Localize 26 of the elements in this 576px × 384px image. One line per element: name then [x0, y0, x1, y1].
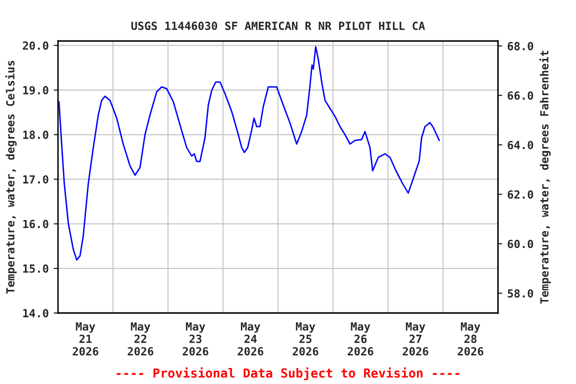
y-tick-label: 15.0: [23, 264, 48, 273]
y-axis-title: Temperature, water, degrees Celsius: [5, 60, 17, 294]
x-tick-label: May 22 2026: [128, 322, 154, 356]
y-tick-label: 16.0: [23, 220, 48, 228]
x-tick-label: May 26 2026: [348, 322, 374, 356]
y2-tick-label: 62.0: [508, 190, 534, 199]
y2-tick-label: 58.0: [508, 289, 534, 298]
text: ---- Provisional Data Subject to Revision ----: [116, 367, 460, 380]
y-tick-label: 20.0: [22, 41, 48, 50]
x-tick-label: May 21 2026: [72, 322, 98, 356]
x-tick-label: May 24 2026: [238, 322, 264, 356]
y-tick-label: 19.0: [23, 86, 48, 94]
y2-tick-label: 66.0: [508, 91, 534, 100]
y-tick-label: 18.0: [23, 130, 48, 140]
y2-tick-label: 64.0: [508, 140, 534, 150]
y-tick-label: 14.0: [23, 308, 48, 318]
x-tick-label: May 23 2026: [182, 322, 208, 356]
y2-tick-label: 60.0: [508, 240, 534, 248]
x-tick-label: May 25 2026: [292, 322, 318, 356]
y-tick-label: 17.0: [23, 175, 48, 184]
y2-axis-title: Temperature, water, degrees Fahrenheit: [539, 50, 551, 304]
line-series: [58, 46, 440, 261]
x-tick-label: May 27 2026: [402, 322, 428, 356]
x-tick-label: May 28 2026: [458, 322, 484, 356]
y2-tick-label: 68.0: [508, 42, 534, 50]
chart-title: USGS 11446030 SF AMERICAN R NR PILOT HILL CA: [131, 22, 425, 30]
